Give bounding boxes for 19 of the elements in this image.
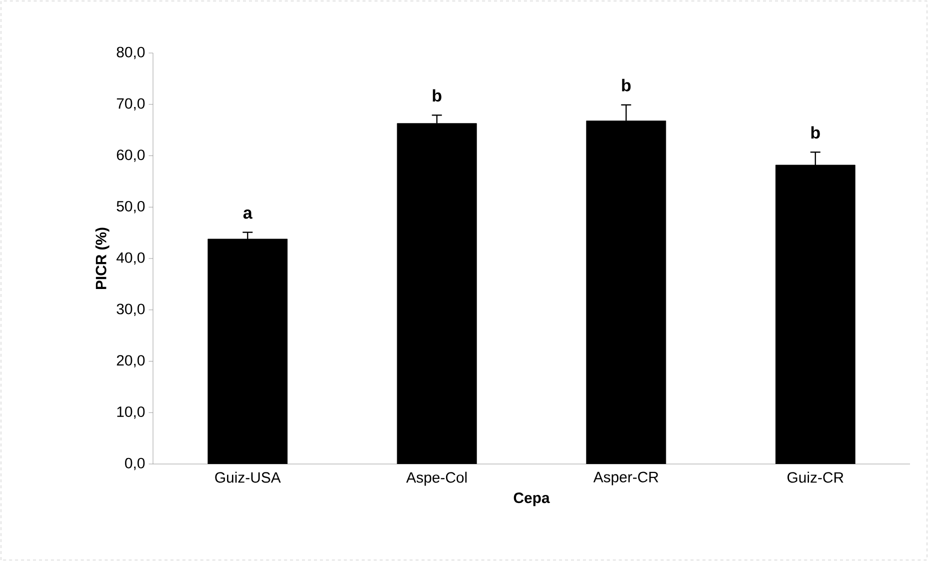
x-tick-label: Aspe-Col	[406, 472, 467, 486]
annotation: a	[243, 210, 252, 219]
x-tick-label: Asper-CR	[593, 472, 658, 486]
y-tick-label: 40,0	[116, 252, 145, 265]
x-tick-label: Guiz-USA	[215, 472, 281, 483]
x-tick-label: Guiz-CR	[787, 472, 844, 483]
y-tick-label: 50,0	[116, 200, 145, 214]
y-tick-label: 80,0	[116, 46, 145, 60]
y-tick-label: 60,0	[116, 150, 145, 162]
annotation: b	[811, 126, 820, 139]
x-axis-title: Cepa	[514, 492, 550, 506]
y-tick-label: 10,0	[117, 406, 145, 419]
y-tick-label: 20,0	[116, 355, 145, 368]
annotation: b	[432, 89, 442, 102]
y-tick-label: 0,0	[125, 458, 145, 470]
y-axis-title: PICR (%)	[95, 228, 110, 290]
y-tick-label: 70,0	[116, 98, 145, 111]
y-tick-label: 30,0	[116, 304, 145, 316]
annotation: b	[622, 78, 631, 92]
